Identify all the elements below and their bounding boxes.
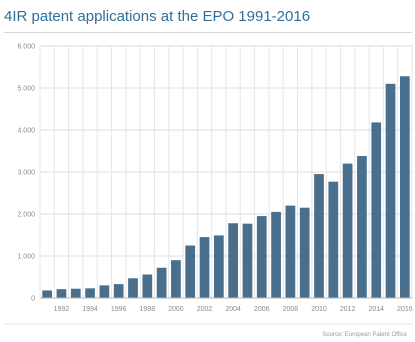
y-tick-label: 6.000: [17, 44, 35, 51]
bar-2007: [271, 211, 281, 298]
x-tick-label-2002: 2002: [197, 306, 213, 313]
bar-2002: [199, 237, 210, 298]
bar-2016: [399, 76, 410, 299]
bar-1999: [156, 267, 167, 298]
bar-1992: [56, 289, 67, 298]
title-divider: [4, 32, 412, 33]
y-tick-label: 5.000: [17, 86, 35, 93]
x-tick-label-2004: 2004: [225, 306, 241, 313]
x-tick-label-2006: 2006: [254, 306, 270, 313]
x-tick-label-2014: 2014: [368, 306, 384, 313]
x-axis-ticks: 1992 1994 1996 1998 2000 2002 2004 2006 2008 2010…: [4, 306, 413, 325]
bar-2014: [371, 122, 382, 298]
bar-2012: [342, 163, 353, 298]
bar-2000: [171, 260, 181, 298]
bar-1997: [128, 278, 138, 298]
x-tick-label-2008: 2008: [283, 306, 299, 313]
y-tick-label: 3.000: [17, 170, 35, 177]
bar-2003: [213, 235, 224, 298]
y-tick-label: 4.000: [17, 128, 35, 135]
bar-1991: [42, 290, 53, 298]
bar-2008: [285, 205, 296, 298]
bar-2015: [385, 83, 396, 298]
bar-2005: [242, 223, 253, 298]
bar-1993: [70, 288, 81, 298]
bar-2004: [228, 223, 239, 298]
bar-1996: [113, 284, 124, 298]
bars-layer: [40, 76, 412, 299]
x-tick-label-1994: 1994: [82, 306, 98, 313]
x-tick-label-2010: 2010: [311, 306, 327, 313]
y-tick-label: 1.000: [17, 254, 35, 261]
x-tick-label-1992: 1992: [54, 306, 70, 313]
y-axis-ticks: 0 1.000 2.000 3.000 4.000 5.000 6.000: [17, 44, 35, 303]
grid-layer: [39, 45, 413, 299]
bar-1994: [85, 288, 95, 298]
x-tick-label-1996: 1996: [111, 306, 127, 313]
chart-title: 4IR patent applications at the EPO 1991-…: [4, 8, 311, 25]
source-note: Source: European Patent Office: [322, 332, 407, 338]
bar-2013: [357, 156, 367, 298]
y-tick-label: 0: [31, 296, 35, 303]
bar-1995: [99, 285, 110, 298]
x-tick-label-2012: 2012: [340, 306, 356, 313]
x-tick-label-2000: 2000: [168, 306, 184, 313]
bar-2010: [314, 174, 324, 298]
bar-2009: [299, 207, 310, 298]
bar-2001: [185, 245, 196, 298]
x-tick-label-1998: 1998: [140, 306, 156, 313]
bar-2006: [256, 216, 267, 298]
bar-1998: [142, 274, 153, 298]
x-tick-label-2016: 2016: [397, 306, 413, 313]
bar-2011: [328, 181, 339, 298]
y-tick-label: 2.000: [17, 212, 35, 219]
